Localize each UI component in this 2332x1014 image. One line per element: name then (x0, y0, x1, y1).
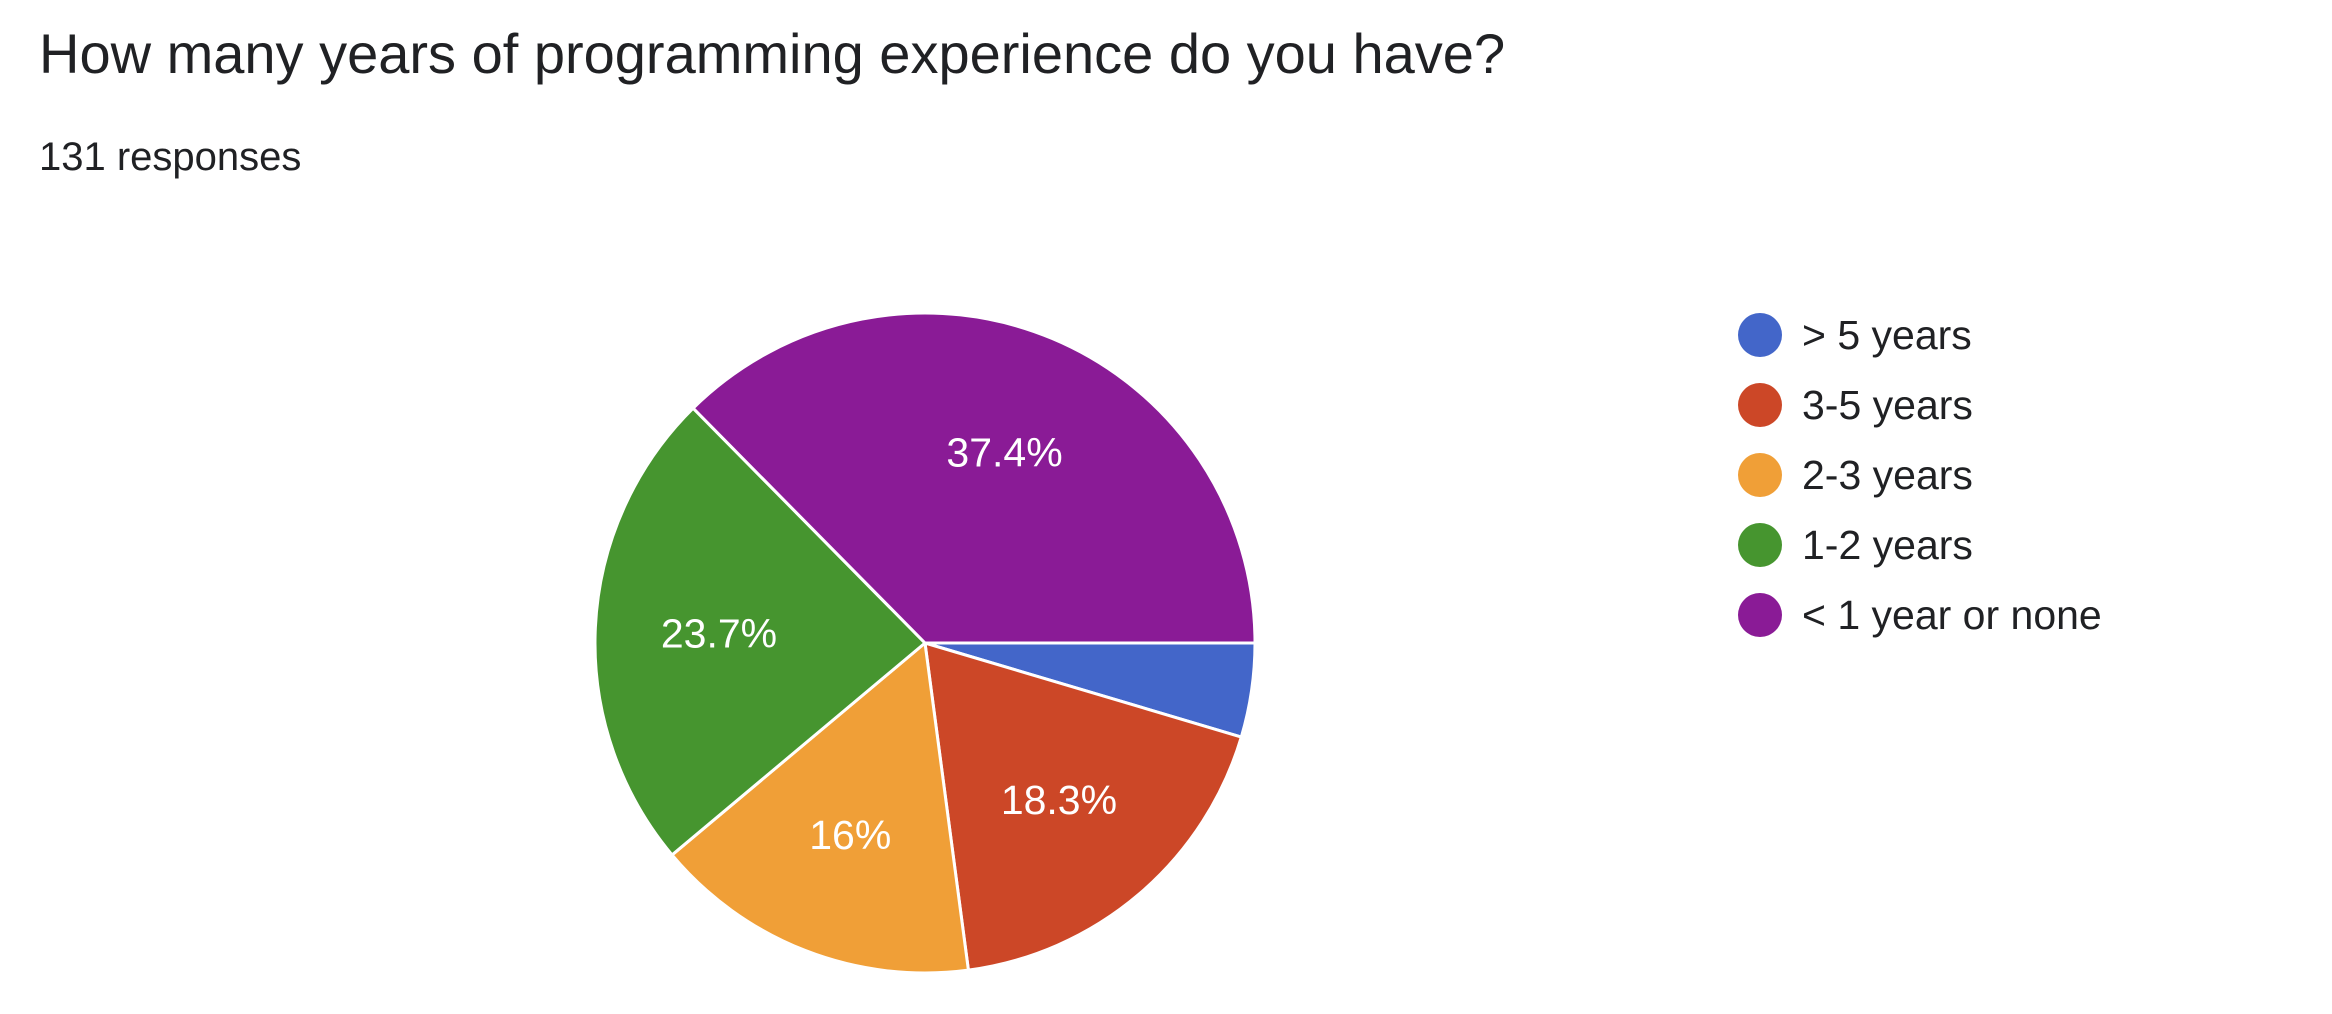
chart-legend: > 5 years 3-5 years 2-3 years 1-2 years < 1 … (1738, 300, 2102, 650)
slice-value-label-3: 23.7% (661, 610, 777, 656)
legend-label: 1-2 years (1802, 522, 1973, 568)
pie-slice-3[interactable] (593, 406, 927, 857)
response-count: 131 responses (39, 135, 302, 179)
question-title: How many years of programming experience… (39, 22, 1506, 85)
pie-labels: 18.3% 16% 23.7% 37.4% (661, 430, 1117, 859)
slice-value-label-4: 37.4% (946, 430, 1062, 476)
legend-swatch (1738, 593, 1782, 637)
pie-slice-4[interactable] (691, 311, 1257, 645)
legend-label: 3-5 years (1802, 382, 1973, 428)
legend-item[interactable]: 2-3 years (1738, 440, 2102, 510)
pie-slice-2[interactable] (670, 641, 970, 975)
legend-swatch (1738, 383, 1782, 427)
legend-label: < 1 year or none (1802, 592, 2102, 638)
slice-value-label-1: 18.3% (1001, 777, 1117, 823)
pie-slices (593, 311, 1257, 975)
legend-item[interactable]: 1-2 years (1738, 510, 2102, 580)
legend-swatch (1738, 523, 1782, 567)
pie-slice-1[interactable] (923, 641, 1243, 972)
legend-swatch (1738, 453, 1782, 497)
legend-swatch (1738, 313, 1782, 357)
legend-item[interactable]: < 1 year or none (1738, 580, 2102, 650)
legend-label: 2-3 years (1802, 452, 1973, 498)
legend-item[interactable]: 3-5 years (1738, 370, 2102, 440)
legend-label: > 5 years (1802, 312, 1972, 358)
slice-value-label-2: 16% (809, 812, 891, 858)
legend-item[interactable]: > 5 years (1738, 300, 2102, 370)
